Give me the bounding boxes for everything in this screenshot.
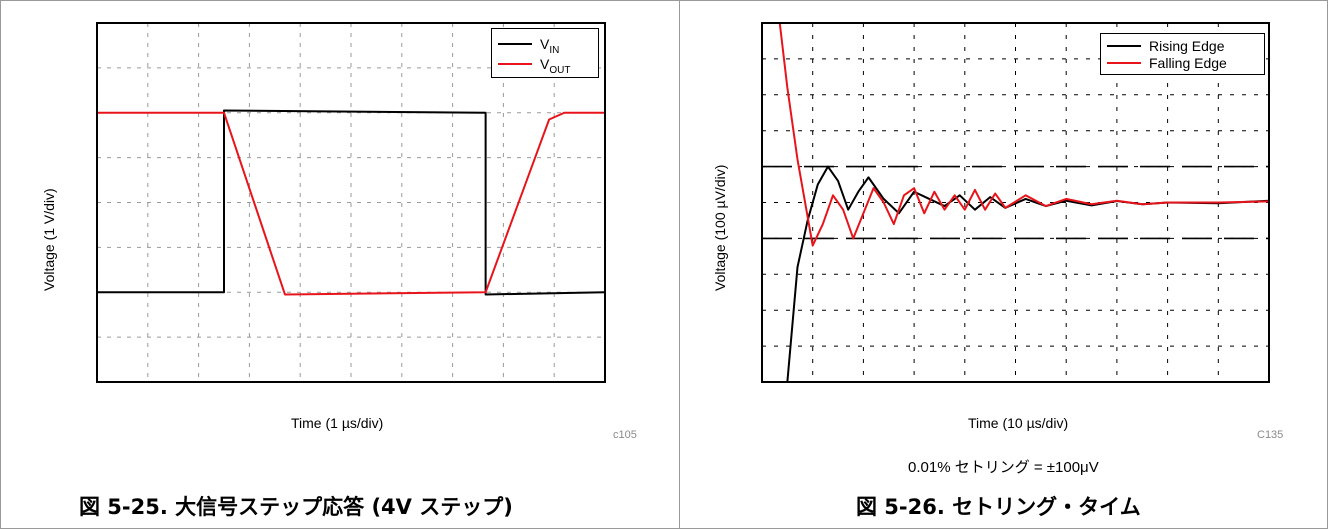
series-line-vout bbox=[97, 111, 605, 296]
step-response-plot bbox=[96, 22, 606, 383]
legend-entry: Falling Edge bbox=[1101, 54, 1264, 72]
legend-swatch-rising bbox=[1107, 45, 1141, 47]
legend-swatch-falling bbox=[1107, 62, 1141, 64]
figure-code: c105 bbox=[613, 429, 637, 441]
figure-caption: 図 5-25. 大信号ステップ応答 (4V ステップ) bbox=[79, 495, 513, 519]
x-axis-label: Time (1 µs/div) bbox=[291, 415, 384, 431]
legend-label-rising: Rising Edge bbox=[1149, 38, 1225, 54]
x-axis-label: Time (10 µs/div) bbox=[968, 415, 1069, 431]
legend-entry: VOUT bbox=[492, 55, 598, 76]
legend-swatch-vout bbox=[498, 63, 532, 65]
legend: VIN VOUT bbox=[491, 28, 599, 78]
settling-time-plot bbox=[761, 22, 1270, 383]
legend-label-falling: Falling Edge bbox=[1149, 55, 1227, 71]
figure-5-26-panel: Rising Edge Falling Edge Voltage (100 µV… bbox=[679, 0, 1328, 529]
settling-note: 0.01% セトリング = ±100μV bbox=[908, 459, 1099, 476]
legend-label-vin: VIN bbox=[540, 36, 560, 56]
series-line-falling-edge bbox=[778, 23, 1269, 247]
legend-entry: VIN bbox=[492, 35, 598, 56]
y-axis-label: Voltage (1 V/div) bbox=[41, 188, 57, 291]
legend-label-vout: VOUT bbox=[540, 56, 571, 76]
figure-caption: 図 5-26. セトリング・タイム bbox=[856, 495, 1141, 519]
figure-5-25-panel: VIN VOUT Voltage (1 V/div) Time (1 µs/di… bbox=[0, 0, 680, 529]
figure-code: C135 bbox=[1257, 429, 1284, 441]
plot-frame bbox=[761, 22, 1270, 383]
y-axis-label: Voltage (100 µV/div) bbox=[712, 164, 728, 291]
legend-entry: Rising Edge bbox=[1101, 37, 1264, 55]
legend-swatch-vin bbox=[498, 43, 532, 45]
legend: Rising Edge Falling Edge bbox=[1100, 33, 1265, 75]
series-line-vin bbox=[97, 109, 605, 296]
plot-frame bbox=[96, 22, 606, 383]
